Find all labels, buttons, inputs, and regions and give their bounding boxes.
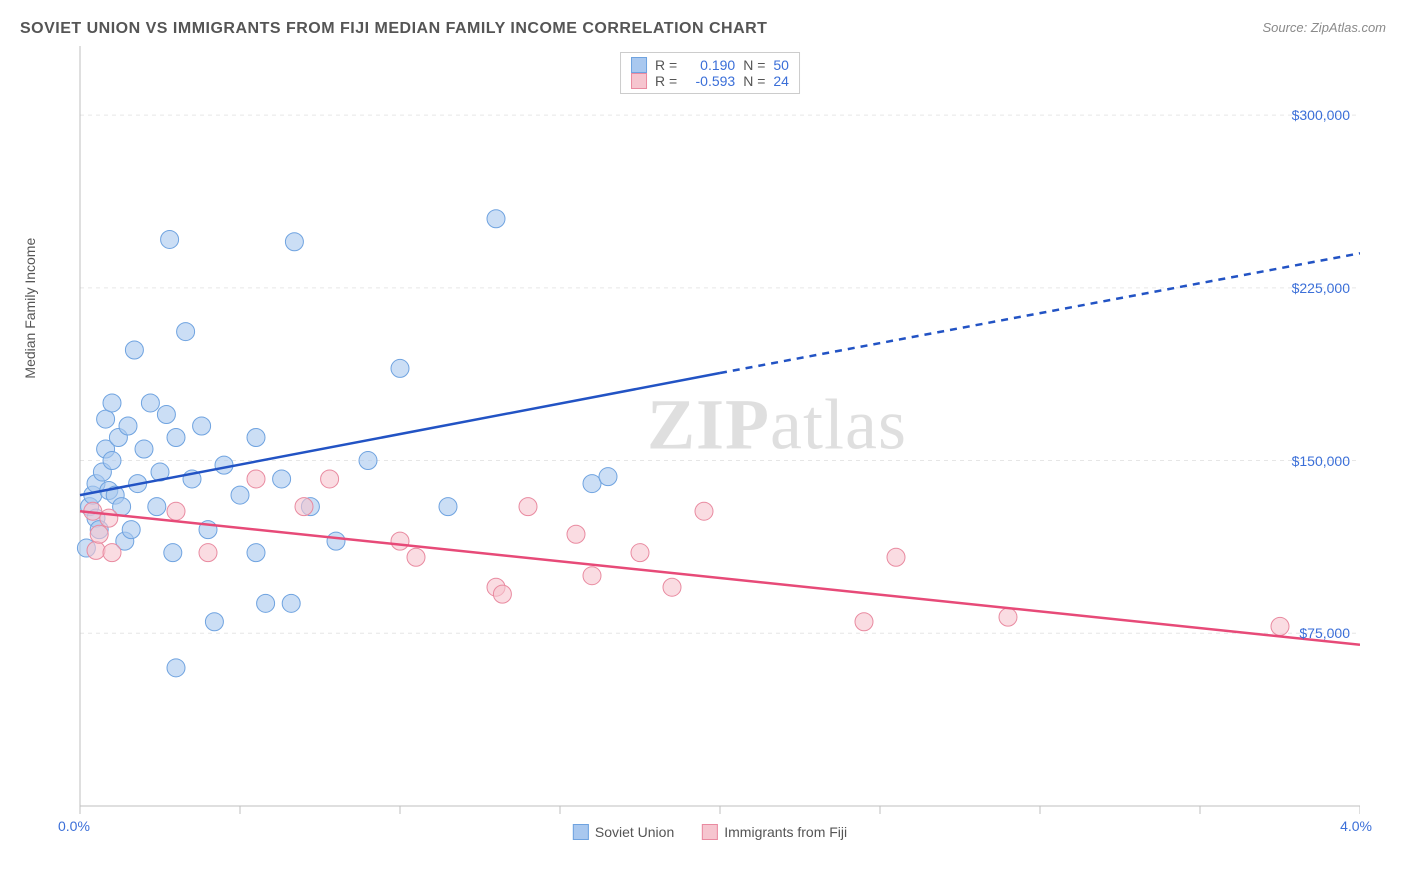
chart-container: SOVIET UNION VS IMMIGRANTS FROM FIJI MED…	[0, 0, 1406, 892]
y-tick-label: $300,000	[1292, 107, 1350, 123]
chart-area: Median Family Income ZIPatlas R = 0.190 …	[40, 46, 1380, 836]
x-tick-label: 4.0%	[1340, 818, 1372, 834]
x-tick-label: 0.0%	[58, 818, 90, 834]
legend-item: Soviet Union	[573, 824, 674, 840]
legend-label: Immigrants from Fiji	[724, 824, 847, 840]
y-axis-label: Median Family Income	[22, 238, 38, 379]
y-tick-label: $150,000	[1292, 453, 1350, 469]
legend-swatch-icon	[702, 824, 718, 840]
legend-label: Soviet Union	[595, 824, 674, 840]
legend-swatch-icon	[573, 824, 589, 840]
legend-row: R = 0.190 N = 50	[631, 57, 789, 73]
legend-item: Immigrants from Fiji	[702, 824, 847, 840]
chart-title: SOVIET UNION VS IMMIGRANTS FROM FIJI MED…	[20, 20, 767, 38]
header: SOVIET UNION VS IMMIGRANTS FROM FIJI MED…	[20, 20, 1386, 38]
legend-swatch-icon	[631, 57, 647, 73]
y-tick-label: $75,000	[1299, 625, 1350, 641]
chart-svg	[60, 46, 1360, 836]
legend-row: R = -0.593 N = 24	[631, 73, 789, 89]
y-tick-label: $225,000	[1292, 280, 1350, 296]
source-label: Source: ZipAtlas.com	[1262, 20, 1386, 35]
legend-swatch-icon	[631, 73, 647, 89]
legend-correlation: R = 0.190 N = 50 R = -0.593 N = 24	[620, 52, 800, 94]
legend-series: Soviet Union Immigrants from Fiji	[573, 824, 847, 840]
